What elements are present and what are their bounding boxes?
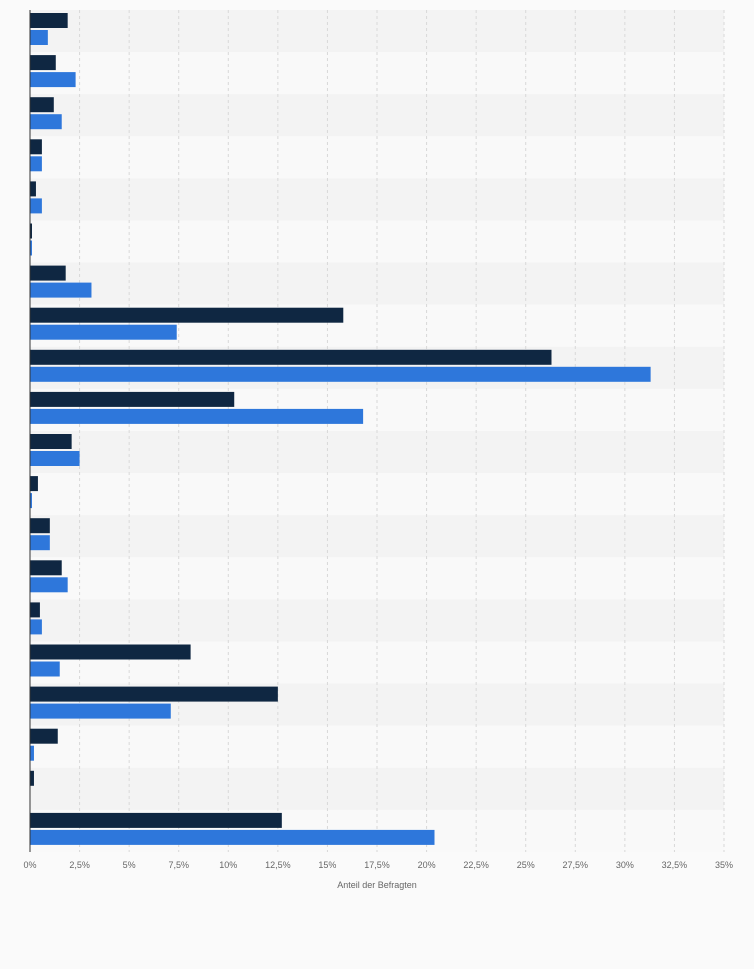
bar-series-1 — [30, 307, 344, 323]
bar-series-2 — [30, 156, 42, 172]
x-tick-label: 35% — [715, 860, 733, 870]
bar-series-2 — [30, 282, 92, 298]
bar-series-1 — [30, 476, 38, 492]
bar-series-1 — [30, 223, 32, 239]
bar-series-2 — [30, 72, 76, 88]
bar-series-2 — [30, 240, 32, 256]
x-tick-label: 32,5% — [662, 860, 688, 870]
bar-series-1 — [30, 728, 58, 744]
bar-series-2 — [30, 198, 42, 214]
bar-series-1 — [30, 518, 50, 534]
bar-series-2 — [30, 324, 177, 340]
x-axis-title: Anteil der Befragten — [337, 880, 417, 890]
bar-series-2 — [30, 408, 364, 424]
bar-series-1 — [30, 686, 278, 702]
bar-series-2 — [30, 493, 32, 509]
bar-series-1 — [30, 602, 40, 618]
bar-series-1 — [30, 55, 56, 71]
bar-series-1 — [30, 349, 552, 365]
bar-series-2 — [30, 366, 651, 382]
x-tick-label: 20% — [418, 860, 436, 870]
bar-series-2 — [30, 745, 34, 761]
bar-series-1 — [30, 391, 235, 407]
bar-series-1 — [30, 265, 66, 281]
x-tick-label: 22,5% — [463, 860, 489, 870]
x-tick-label: 10% — [219, 860, 237, 870]
bar-series-1 — [30, 812, 282, 828]
bar-series-2 — [30, 661, 60, 677]
bar-series-2 — [30, 577, 68, 593]
x-tick-label: 0% — [23, 860, 36, 870]
x-tick-label: 25% — [517, 860, 535, 870]
bar-series-2 — [30, 114, 62, 130]
x-tick-label: 27,5% — [563, 860, 589, 870]
x-tick-label: 30% — [616, 860, 634, 870]
bar-series-2 — [30, 619, 42, 635]
bar-series-2 — [30, 703, 171, 719]
bar-series-2 — [30, 30, 48, 45]
bar-series-2 — [30, 829, 435, 845]
x-tick-label: 17,5% — [364, 860, 390, 870]
bar-series-1 — [30, 139, 42, 155]
bar-series-1 — [30, 560, 62, 576]
bar-series-2 — [30, 535, 50, 551]
bar-series-1 — [30, 644, 191, 660]
x-tick-label: 7,5% — [168, 860, 189, 870]
bar-series-2 — [30, 451, 80, 466]
bar-series-1 — [30, 181, 36, 197]
x-tick-label: 2,5% — [69, 860, 90, 870]
bar-series-1 — [30, 13, 68, 28]
bar-series-1 — [30, 434, 72, 449]
x-tick-label: 5% — [123, 860, 136, 870]
bar-series-1 — [30, 770, 34, 786]
x-tick-label: 15% — [318, 860, 336, 870]
bar-series-1 — [30, 97, 54, 113]
x-tick-label: 12,5% — [265, 860, 291, 870]
